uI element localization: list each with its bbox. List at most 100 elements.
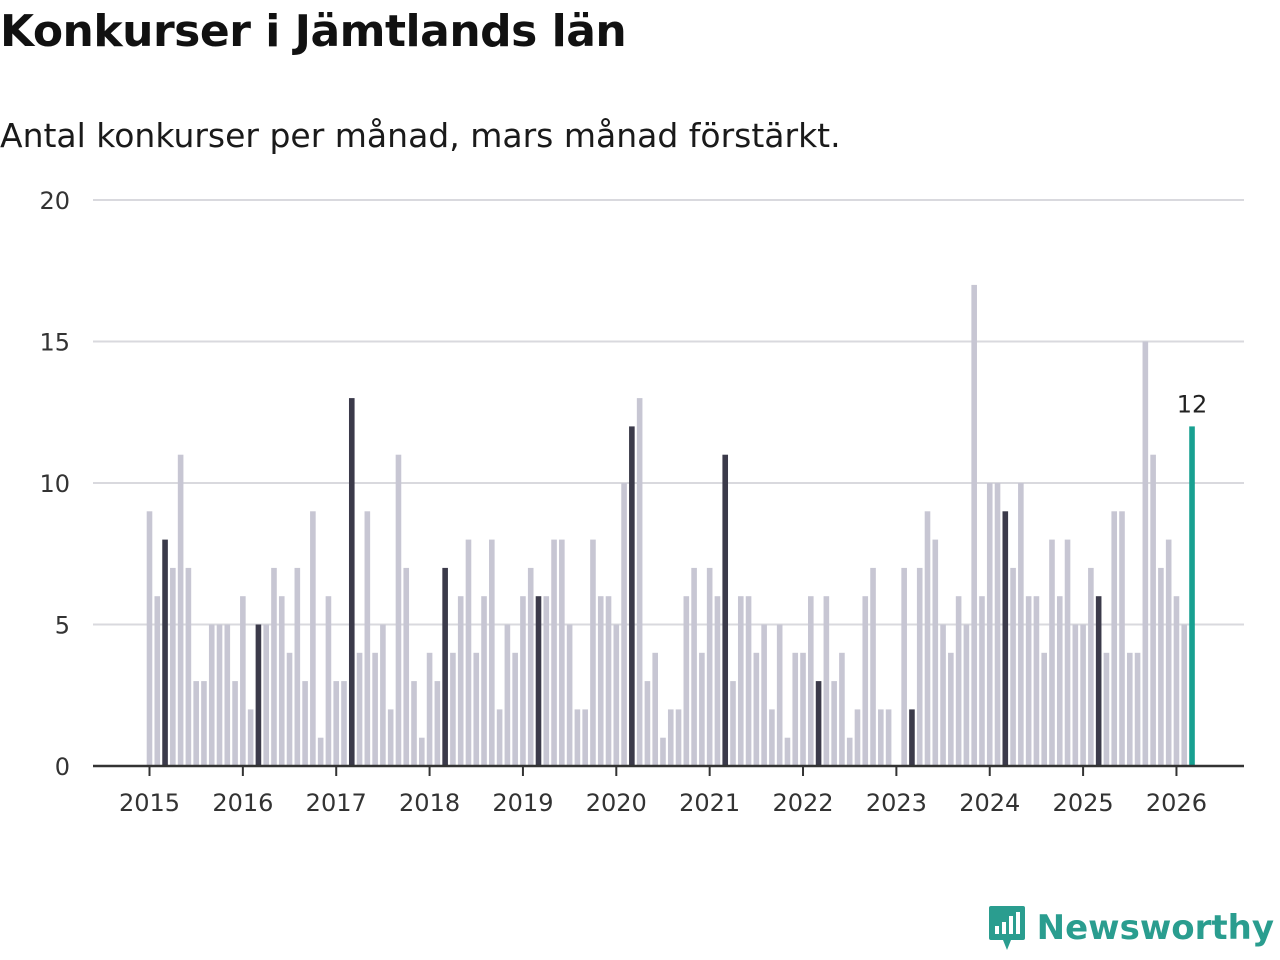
bar [278, 596, 285, 766]
latest-value-label: 12 [1177, 390, 1208, 418]
bar [333, 681, 340, 766]
bar [870, 567, 876, 766]
bar [559, 539, 565, 766]
bar [878, 709, 884, 766]
bar-march [815, 681, 822, 766]
bar [489, 539, 495, 766]
y-tick-label: 0 [55, 753, 70, 781]
bar [644, 681, 651, 766]
bar [955, 596, 962, 766]
chart-subtitle: Antal konkurser per månad, mars månad fö… [0, 116, 841, 155]
bar [924, 511, 931, 766]
bar [317, 737, 324, 766]
bar [504, 624, 511, 766]
bar [854, 709, 861, 766]
newsworthy-logo[interactable]: Newsworthy [987, 904, 1274, 952]
x-tick-label: 2025 [1053, 789, 1114, 817]
bar [543, 596, 550, 766]
bar-march [722, 454, 729, 766]
bar [652, 652, 658, 766]
bar [372, 652, 378, 766]
bar [839, 652, 845, 766]
bar [714, 596, 721, 766]
y-tick-label: 10 [39, 470, 70, 498]
bar [247, 709, 254, 766]
bar [457, 596, 464, 766]
bar [1025, 596, 1032, 766]
bar [512, 652, 518, 766]
bar [706, 567, 713, 766]
bar [419, 737, 425, 766]
bar-march [162, 539, 168, 766]
bar-march [1095, 596, 1102, 766]
bar [800, 652, 806, 766]
bar [1119, 511, 1125, 766]
bar [1181, 624, 1188, 766]
bar [846, 737, 853, 766]
x-tick-label: 2023 [866, 789, 927, 817]
x-tick-label: 2026 [1146, 789, 1207, 817]
bar [426, 652, 433, 766]
y-axis-ticks: 0 5 10 15 20 [39, 187, 70, 781]
bar [1033, 596, 1040, 766]
bar-march [629, 426, 635, 766]
x-tick-label: 2022 [772, 789, 833, 817]
bar [699, 652, 705, 766]
bar [193, 681, 199, 766]
x-tick-label: 2015 [119, 789, 180, 817]
bar [154, 596, 161, 766]
bar [605, 596, 612, 766]
newsworthy-logo-icon [988, 906, 1025, 950]
bar [831, 681, 837, 766]
bar [769, 709, 775, 766]
bar [1041, 652, 1047, 766]
bar [916, 567, 923, 766]
bar [387, 709, 394, 766]
bar [986, 483, 993, 766]
x-tick-label: 2021 [679, 789, 740, 817]
bar [294, 567, 301, 766]
bar [566, 624, 573, 766]
bar [520, 596, 526, 766]
bar [730, 681, 736, 766]
bar [1150, 454, 1156, 766]
x-tick-label: 2017 [306, 789, 367, 817]
bar [380, 624, 386, 766]
bar [1018, 483, 1024, 766]
y-tick-label: 5 [55, 612, 70, 640]
bar [683, 596, 690, 766]
chart-title: Konkurser i Jämtlands län [0, 6, 627, 57]
bar [271, 567, 277, 766]
bar [527, 567, 534, 766]
bar [170, 567, 176, 766]
bar [979, 596, 985, 766]
bar [434, 681, 441, 766]
bar [691, 567, 697, 766]
bar [325, 596, 332, 766]
x-tick-label: 2018 [399, 789, 460, 817]
bar [146, 511, 153, 766]
bar [1010, 567, 1016, 766]
bar [496, 709, 503, 766]
bar [675, 709, 682, 766]
bar [940, 624, 946, 766]
y-tick-label: 20 [39, 187, 70, 215]
bar [667, 709, 674, 766]
bar [224, 624, 231, 766]
bar [963, 624, 970, 766]
bar-latest [1189, 426, 1195, 766]
bar [1173, 596, 1180, 766]
bar [901, 567, 907, 766]
bar [177, 454, 184, 766]
bar [1111, 511, 1118, 766]
bar [551, 539, 557, 766]
bar [885, 709, 892, 766]
bar-march [348, 398, 355, 766]
bar [450, 652, 456, 766]
bar [240, 596, 246, 766]
bar [597, 596, 604, 766]
bar [232, 681, 238, 766]
bar [310, 511, 316, 766]
bar [1072, 624, 1079, 766]
bar [1049, 539, 1055, 766]
